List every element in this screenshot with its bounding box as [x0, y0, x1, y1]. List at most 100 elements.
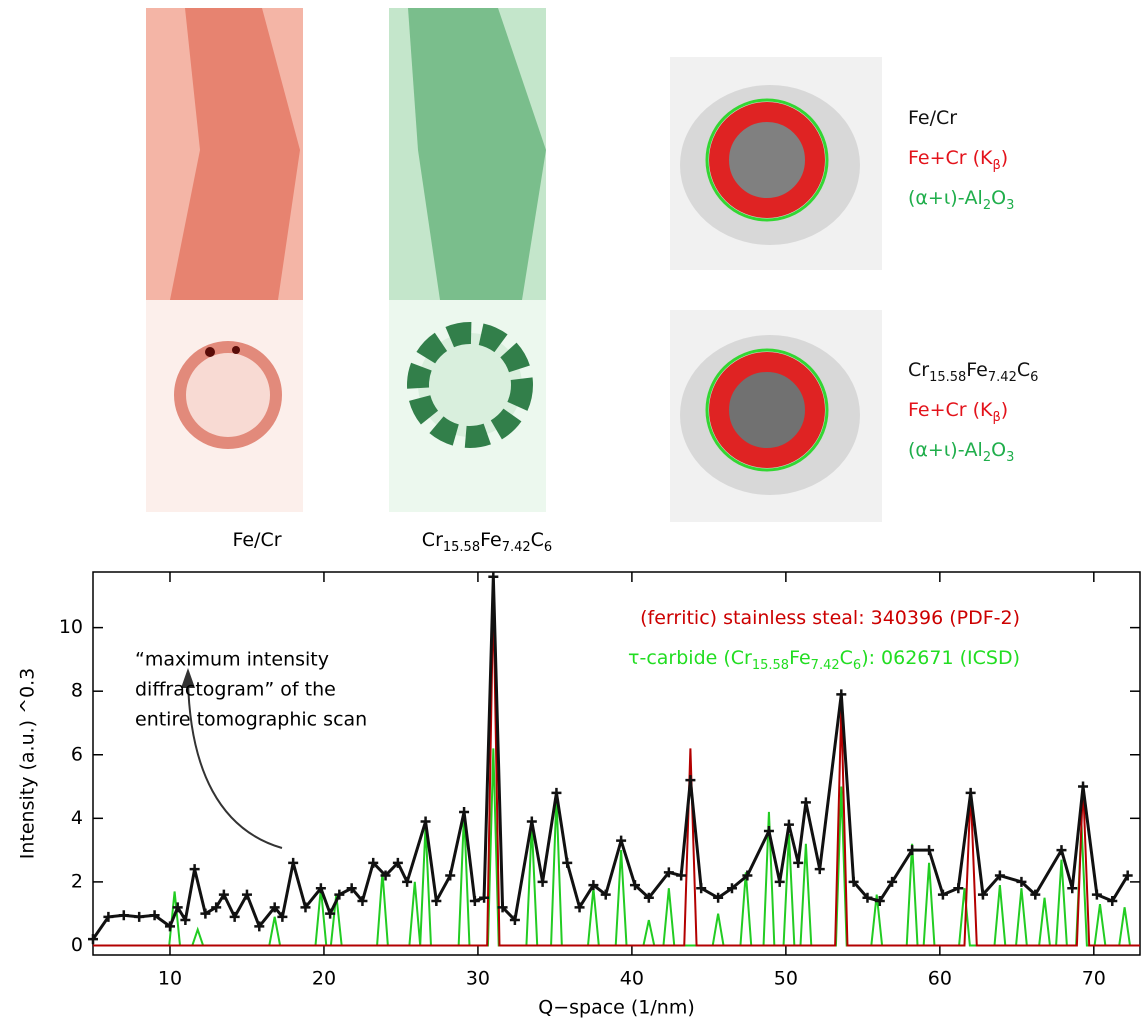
data-point — [726, 883, 737, 894]
data-point — [164, 921, 175, 932]
text-run: 15.58 — [752, 658, 789, 673]
text-run: Fe — [789, 647, 811, 669]
tomography-images — [146, 8, 882, 522]
text-run: β — [993, 410, 1001, 425]
data-point — [103, 911, 114, 922]
data-point — [742, 870, 753, 881]
data-point — [392, 857, 403, 868]
text-run: O — [991, 439, 1006, 461]
data-point — [218, 889, 229, 900]
data-point — [600, 889, 611, 900]
data-point — [277, 911, 288, 922]
data-point — [574, 902, 585, 913]
y-tick-label: 0 — [71, 934, 83, 956]
data-point — [172, 902, 183, 913]
image-outline — [705, 348, 829, 472]
data-point — [676, 870, 687, 881]
data-point — [229, 911, 240, 922]
text-run: 15.58 — [929, 370, 966, 385]
annotation: “maximum intensity — [135, 649, 329, 671]
data-point — [479, 892, 490, 903]
data-point — [149, 910, 160, 921]
y-tick-label: 4 — [71, 807, 83, 829]
data-point — [420, 816, 431, 827]
data-point — [288, 857, 299, 868]
image-legend-entry: (α+ι)-Al2O3 — [908, 439, 1014, 466]
data-point — [1091, 889, 1102, 900]
text-run: 7.42 — [502, 540, 531, 555]
image-slice-ring — [407, 322, 533, 448]
text-run: (α+ι)-Al — [908, 187, 983, 209]
data-point — [300, 902, 311, 913]
image-ring — [709, 352, 825, 468]
data-point — [977, 889, 988, 900]
text-run: 2 — [983, 198, 991, 213]
data-point — [551, 787, 562, 798]
text-run: 2 — [983, 450, 991, 465]
text-run: 6 — [1030, 370, 1038, 385]
text-run: Cr — [422, 529, 443, 551]
text-run: ): 062671 (ICSD) — [861, 647, 1020, 669]
text-run: (ferritic) stainless steal: 340396 (PDF-… — [640, 607, 1020, 629]
data-point — [616, 835, 627, 846]
text-run: ) — [1001, 147, 1008, 169]
data-point — [774, 876, 785, 887]
data-point — [334, 889, 345, 900]
text-run: 6 — [853, 658, 861, 673]
x-tick-label: 50 — [774, 968, 798, 990]
data-point — [315, 883, 326, 894]
data-point — [459, 806, 470, 817]
data-point — [685, 775, 696, 786]
image-legend-entry: Fe+Cr (Kβ) — [908, 147, 1008, 174]
data-point — [497, 902, 508, 913]
data-point — [1107, 895, 1118, 906]
data-point — [696, 883, 707, 894]
data-point — [848, 876, 859, 887]
data-point — [254, 921, 265, 932]
text-run: τ-carbide (Cr — [628, 647, 752, 669]
image-ring — [709, 102, 825, 218]
data-point — [924, 845, 935, 856]
text-run: C — [840, 647, 853, 669]
image-wire-band — [170, 8, 300, 300]
data-point — [1056, 845, 1067, 856]
text-run: C — [531, 529, 544, 551]
data-point — [907, 845, 918, 856]
fit-line — [168, 748, 1131, 947]
image-label: Cr15.58Fe7.42C6 — [422, 529, 552, 556]
text-run: 3 — [1006, 450, 1014, 465]
data-line — [91, 576, 1129, 940]
data-point — [431, 895, 442, 906]
data-point — [814, 864, 825, 875]
data-point — [629, 880, 640, 891]
image-outline — [705, 98, 829, 222]
text-run: Fe — [480, 529, 502, 551]
data-point — [965, 787, 976, 798]
data-point — [189, 864, 200, 875]
text-run: Fe+Cr (K — [908, 147, 993, 169]
image-spot — [205, 347, 215, 357]
text-run: Fe/Cr — [908, 107, 957, 129]
x-tick-label: 30 — [466, 968, 490, 990]
data-point — [509, 915, 520, 926]
image-spot — [232, 346, 240, 354]
data-point — [836, 689, 847, 700]
annotation-arrow — [187, 679, 283, 849]
data-point — [180, 915, 191, 926]
y-tick-label: 6 — [71, 743, 83, 765]
text-run: β — [993, 158, 1001, 173]
text-run: Cr — [908, 359, 929, 381]
legend-entry: (ferritic) stainless steal: 340396 (PDF-… — [640, 607, 1020, 629]
data-point — [994, 870, 1005, 881]
data-point — [134, 911, 145, 922]
data-point — [713, 892, 724, 903]
data-point — [537, 876, 548, 887]
text-run: C — [1017, 359, 1030, 381]
data-point — [211, 902, 222, 913]
data-point — [1078, 781, 1089, 792]
image-legend-entry: Fe/Cr — [908, 107, 957, 129]
data-point — [469, 895, 480, 906]
image-legend-entry: Fe+Cr (Kβ) — [908, 399, 1008, 426]
text-run: 15.58 — [443, 540, 480, 555]
data-point — [562, 857, 573, 868]
